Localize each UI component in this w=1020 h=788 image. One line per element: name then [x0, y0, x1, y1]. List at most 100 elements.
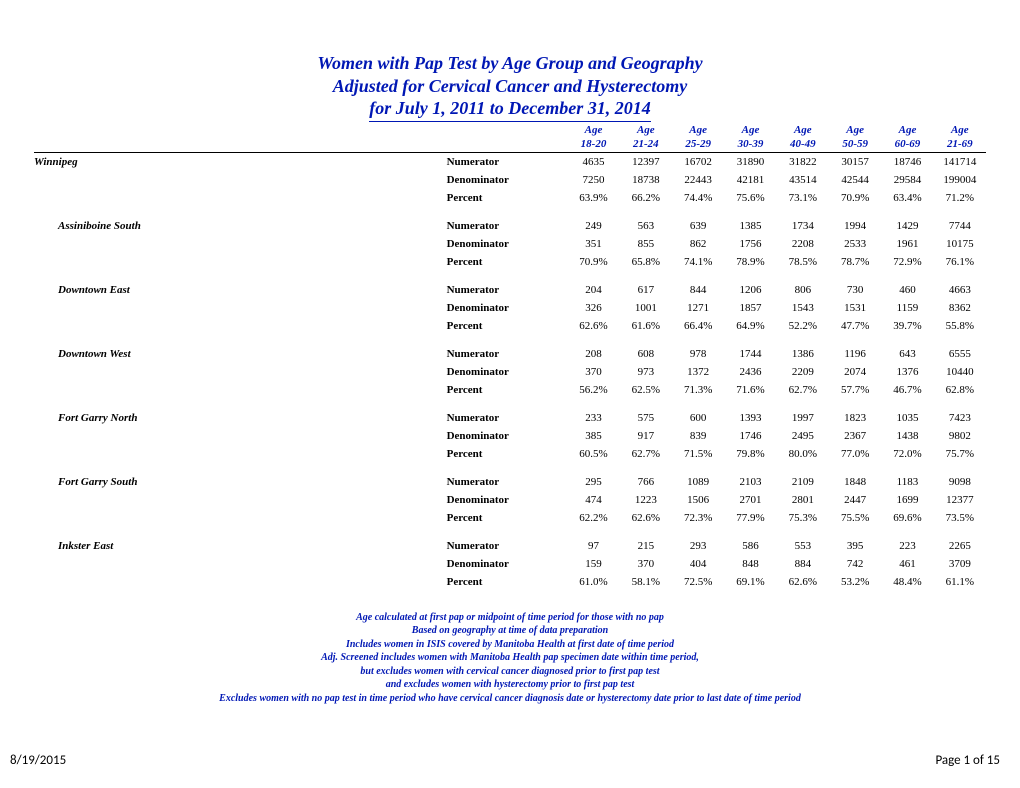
title-line-2: Adjusted for Cervical Cancer and Hystere… [0, 75, 1020, 98]
data-cell: 77.0% [829, 445, 881, 463]
data-cell: 1744 [724, 345, 776, 363]
metric-label: Numerator [447, 281, 568, 299]
data-cell: 643 [881, 345, 933, 363]
data-cell: 71.2% [934, 189, 986, 207]
data-cell: 370 [567, 363, 619, 381]
metric-label: Percent [447, 317, 568, 335]
data-cell: 9098 [934, 473, 986, 491]
data-cell: 215 [620, 537, 672, 555]
data-cell: 1531 [829, 299, 881, 317]
data-cell: 55.8% [934, 317, 986, 335]
data-cell: 1994 [829, 217, 881, 235]
data-cell: 70.9% [829, 189, 881, 207]
data-cell: 10440 [934, 363, 986, 381]
data-cell: 586 [724, 537, 776, 555]
data-cell: 2109 [777, 473, 829, 491]
data-cell: 1271 [672, 299, 724, 317]
data-cell: 461 [881, 555, 933, 573]
data-cell: 1756 [724, 235, 776, 253]
data-cell: 39.7% [881, 317, 933, 335]
data-cell: 78.5% [777, 253, 829, 271]
col-age-range: 18-20 [567, 138, 619, 153]
data-cell: 7250 [567, 171, 619, 189]
column-header-row-bottom: 18-20 21-24 25-29 30-39 40-49 50-59 60-6… [34, 138, 986, 153]
data-cell: 76.1% [934, 253, 986, 271]
data-cell: 75.6% [724, 189, 776, 207]
data-cell: 848 [724, 555, 776, 573]
group-gap [34, 271, 986, 281]
col-age-range: 50-59 [829, 138, 881, 153]
data-cell: 71.3% [672, 381, 724, 399]
metric-label: Percent [447, 573, 568, 591]
data-cell: 16702 [672, 153, 724, 171]
data-cell: 575 [620, 409, 672, 427]
title-line-3: for July 1, 2011 to December 31, 2014 [369, 97, 650, 122]
data-cell: 1223 [620, 491, 672, 509]
data-cell: 639 [672, 217, 724, 235]
metric-label: Numerator [447, 345, 568, 363]
col-age-range: 30-39 [724, 138, 776, 153]
table-row: WinnipegNumerator46351239716702318903182… [34, 153, 986, 171]
table-row: Fort Garry SouthNumerator295766108921032… [34, 473, 986, 491]
table-row: Downtown EastNumerator204617844120680673… [34, 281, 986, 299]
data-cell: 2701 [724, 491, 776, 509]
data-cell: 78.9% [724, 253, 776, 271]
group-gap [34, 207, 986, 217]
data-cell: 22443 [672, 171, 724, 189]
data-cell: 2208 [777, 235, 829, 253]
data-cell: 62.6% [777, 573, 829, 591]
table-row: Percent60.5%62.7%71.5%79.8%80.0%77.0%72.… [34, 445, 986, 463]
data-cell: 75.7% [934, 445, 986, 463]
data-cell: 223 [881, 537, 933, 555]
data-cell: 60.5% [567, 445, 619, 463]
data-cell: 1961 [881, 235, 933, 253]
data-cell: 58.1% [620, 573, 672, 591]
data-cell: 72.3% [672, 509, 724, 527]
data-cell: 1001 [620, 299, 672, 317]
footnote-line: Includes women in ISIS covered by Manito… [0, 638, 1020, 652]
data-cell: 70.9% [567, 253, 619, 271]
data-cell: 293 [672, 537, 724, 555]
data-cell: 766 [620, 473, 672, 491]
data-cell: 617 [620, 281, 672, 299]
data-cell: 1823 [829, 409, 881, 427]
data-cell: 69.6% [881, 509, 933, 527]
data-cell: 742 [829, 555, 881, 573]
data-cell: 57.7% [829, 381, 881, 399]
data-cell: 1506 [672, 491, 724, 509]
data-cell: 204 [567, 281, 619, 299]
col-age-label: Age [934, 124, 986, 138]
data-cell: 69.1% [724, 573, 776, 591]
data-cell: 63.4% [881, 189, 933, 207]
footnote-line: Age calculated at first pap or midpoint … [0, 611, 1020, 625]
data-cell: 61.0% [567, 573, 619, 591]
metric-label: Numerator [447, 537, 568, 555]
col-age-label: Age [620, 124, 672, 138]
data-table-wrap: Age Age Age Age Age Age Age Age 18-20 21… [34, 124, 986, 601]
data-cell: 43514 [777, 171, 829, 189]
data-cell: 72.9% [881, 253, 933, 271]
data-cell: 474 [567, 491, 619, 509]
data-cell: 404 [672, 555, 724, 573]
column-header-row-top: Age Age Age Age Age Age Age Age [34, 124, 986, 138]
data-cell: 460 [881, 281, 933, 299]
data-cell: 1372 [672, 363, 724, 381]
footer-page-number: Page 1 of 15 [935, 753, 1000, 768]
data-cell: 249 [567, 217, 619, 235]
data-cell: 2367 [829, 427, 881, 445]
data-cell: 56.2% [567, 381, 619, 399]
data-cell: 1734 [777, 217, 829, 235]
col-age-label: Age [777, 124, 829, 138]
group-gap [34, 463, 986, 473]
region-sub: Downtown West [58, 348, 131, 360]
title-block: Women with Pap Test by Age Group and Geo… [0, 0, 1020, 122]
data-cell: 2265 [934, 537, 986, 555]
data-cell: 295 [567, 473, 619, 491]
data-cell: 2495 [777, 427, 829, 445]
data-cell: 62.6% [567, 317, 619, 335]
data-cell: 64.9% [724, 317, 776, 335]
data-table: Age Age Age Age Age Age Age Age 18-20 21… [34, 124, 986, 601]
col-age-range: 60-69 [881, 138, 933, 153]
data-cell: 71.6% [724, 381, 776, 399]
col-age-label: Age [881, 124, 933, 138]
